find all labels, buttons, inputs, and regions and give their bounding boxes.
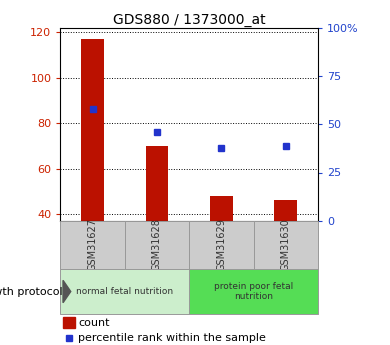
Bar: [210, 196, 232, 221]
Text: GSM31627: GSM31627: [88, 218, 98, 272]
Bar: [254, 221, 318, 269]
Bar: [82, 39, 104, 221]
Bar: [60, 269, 189, 314]
Title: GDS880 / 1373000_at: GDS880 / 1373000_at: [113, 12, 266, 27]
Text: protein poor fetal
nutrition: protein poor fetal nutrition: [214, 282, 293, 301]
Text: count: count: [78, 318, 110, 328]
Text: normal fetal nutrition: normal fetal nutrition: [76, 287, 174, 296]
Text: GSM31630: GSM31630: [281, 219, 291, 271]
Text: GSM31629: GSM31629: [216, 218, 226, 272]
Bar: [146, 146, 168, 221]
Bar: [275, 200, 297, 221]
Text: growth protocol: growth protocol: [0, 287, 62, 296]
Bar: [189, 221, 254, 269]
Bar: [60, 221, 125, 269]
Polygon shape: [63, 280, 71, 303]
Bar: [189, 269, 318, 314]
Bar: [63, 317, 74, 328]
Text: percentile rank within the sample: percentile rank within the sample: [78, 333, 266, 343]
Bar: [125, 221, 189, 269]
Text: GSM31628: GSM31628: [152, 218, 162, 272]
